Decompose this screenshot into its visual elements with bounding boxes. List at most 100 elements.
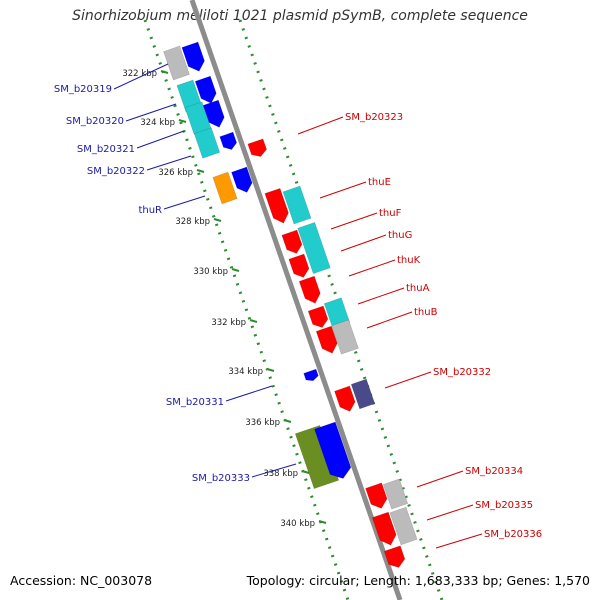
cds-shape bbox=[323, 297, 351, 329]
ruler-tick bbox=[196, 169, 205, 173]
cds-feature bbox=[350, 378, 376, 410]
label-leader-line bbox=[435, 533, 483, 549]
cds-feature bbox=[315, 325, 338, 354]
cds-shape bbox=[264, 187, 289, 224]
cds-feature bbox=[382, 478, 409, 510]
label-leader-line bbox=[340, 234, 387, 252]
label-leader-line bbox=[113, 63, 169, 90]
gene-label-reverse[interactable]: SM_b20334 bbox=[465, 466, 523, 477]
gene-label-forward[interactable]: SM_b20333 bbox=[192, 473, 250, 484]
genome-backbone bbox=[189, 0, 403, 600]
cds-shape bbox=[294, 424, 340, 490]
label-leader-line bbox=[297, 116, 344, 135]
label-leader-line bbox=[163, 195, 206, 210]
gene-label-reverse[interactable]: thuE bbox=[368, 177, 391, 188]
cds-shape bbox=[307, 305, 329, 328]
label-leader-line bbox=[330, 212, 378, 230]
sequence-summary: Topology: circular; Length: 1,683,333 bp… bbox=[246, 573, 590, 588]
gene-features bbox=[163, 41, 418, 568]
cds-feature bbox=[307, 305, 329, 328]
cds-shape bbox=[194, 75, 217, 104]
label-leader-line bbox=[136, 130, 185, 149]
cds-feature bbox=[331, 319, 359, 355]
cds-feature bbox=[247, 138, 267, 157]
gene-label-reverse[interactable]: thuA bbox=[406, 283, 430, 294]
ruler-tick bbox=[231, 268, 240, 272]
gene-labels: SM_b20319 SM_b20320 SM_b20321 SM_b20322 thuR… bbox=[54, 63, 542, 549]
gene-label-reverse[interactable]: SM_b20332 bbox=[433, 367, 491, 378]
ruler-tick-label: 334 kbp bbox=[228, 367, 263, 377]
cds-shape bbox=[365, 482, 388, 509]
cds-shape bbox=[350, 378, 376, 410]
accession-text: Accession: NC_003078 bbox=[10, 573, 153, 588]
cds-shape bbox=[382, 478, 409, 510]
gene-label-reverse[interactable]: thuK bbox=[397, 255, 421, 266]
gene-label-reverse[interactable]: thuG bbox=[388, 230, 412, 241]
gene-label-reverse[interactable]: SM_b20335 bbox=[475, 500, 533, 511]
ruler-tick-label: 326 kbp bbox=[158, 168, 193, 178]
cds-feature bbox=[281, 229, 303, 254]
cds-feature bbox=[298, 275, 321, 304]
gene-label-reverse[interactable]: thuB bbox=[414, 307, 438, 318]
cds-shape bbox=[281, 229, 303, 254]
cds-shape bbox=[314, 421, 352, 479]
ruler-tick bbox=[301, 470, 310, 474]
gene-label-forward[interactable]: SM_b20322 bbox=[87, 166, 145, 177]
cds-feature bbox=[323, 297, 351, 329]
cds-shape bbox=[163, 45, 190, 81]
cds-shape bbox=[383, 545, 406, 568]
map-title: Sinorhizobium meliloti 1021 plasmid pSym… bbox=[72, 8, 528, 24]
ruler-tick bbox=[249, 319, 258, 323]
ruler-ticks: 322 kbp 324 kbp 326 kbp 328 kbp 330 kbp 332 k… bbox=[122, 69, 327, 529]
label-leader-line bbox=[416, 470, 464, 488]
cds-feature bbox=[334, 385, 356, 412]
cds-feature bbox=[365, 482, 388, 509]
cds-feature bbox=[163, 45, 190, 81]
cds-feature bbox=[288, 253, 310, 278]
cds-shape bbox=[282, 185, 312, 225]
gene-label-forward[interactable]: SM_b20331 bbox=[166, 397, 224, 408]
ruler-tick-label: 322 kbp bbox=[122, 69, 157, 79]
gene-label-reverse[interactable]: thuF bbox=[379, 208, 402, 219]
ruler-tick-label: 324 kbp bbox=[140, 118, 175, 128]
cds-shape bbox=[212, 171, 238, 205]
label-leader-line bbox=[366, 311, 413, 329]
gene-label-forward[interactable]: SM_b20320 bbox=[66, 116, 124, 127]
left-dotted-ruler bbox=[143, 19, 350, 600]
gene-label-forward[interactable]: thuR bbox=[138, 205, 162, 216]
cds-shape bbox=[315, 325, 338, 354]
ruler-tick-label: 332 kbp bbox=[211, 318, 246, 328]
cds-feature bbox=[231, 166, 253, 193]
cds-shape bbox=[231, 166, 253, 193]
ruler-tick bbox=[178, 119, 187, 123]
ruler-tick bbox=[160, 70, 169, 74]
cds-feature bbox=[202, 99, 225, 128]
label-leader-line bbox=[384, 371, 432, 389]
cds-feature bbox=[282, 185, 312, 225]
ruler-tick bbox=[283, 419, 292, 423]
ruler-tick bbox=[266, 368, 275, 372]
cds-shape bbox=[247, 138, 267, 157]
cds-shape bbox=[181, 41, 205, 72]
cds-feature bbox=[219, 131, 237, 150]
cds-feature bbox=[264, 187, 289, 224]
cds-shape bbox=[331, 319, 359, 355]
cds-shape bbox=[371, 511, 397, 546]
cds-feature bbox=[314, 421, 352, 479]
gene-label-reverse[interactable]: SM_b20323 bbox=[345, 112, 403, 123]
cds-feature bbox=[212, 171, 238, 205]
gene-label-forward[interactable]: SM_b20319 bbox=[54, 84, 112, 95]
gene-label-forward[interactable]: SM_b20321 bbox=[77, 144, 135, 155]
cds-shape bbox=[297, 221, 331, 275]
ruler-tick-label: 328 kbp bbox=[175, 217, 210, 227]
cds-feature bbox=[303, 368, 319, 382]
cds-shape bbox=[193, 127, 221, 159]
cds-feature bbox=[297, 221, 331, 275]
ruler-tick-label: 336 kbp bbox=[245, 418, 280, 428]
gene-label-reverse[interactable]: SM_b20336 bbox=[484, 529, 542, 540]
cds-feature bbox=[371, 511, 397, 546]
label-leader-line bbox=[146, 155, 192, 171]
label-leader-line bbox=[251, 463, 297, 478]
cds-shape bbox=[219, 131, 237, 150]
